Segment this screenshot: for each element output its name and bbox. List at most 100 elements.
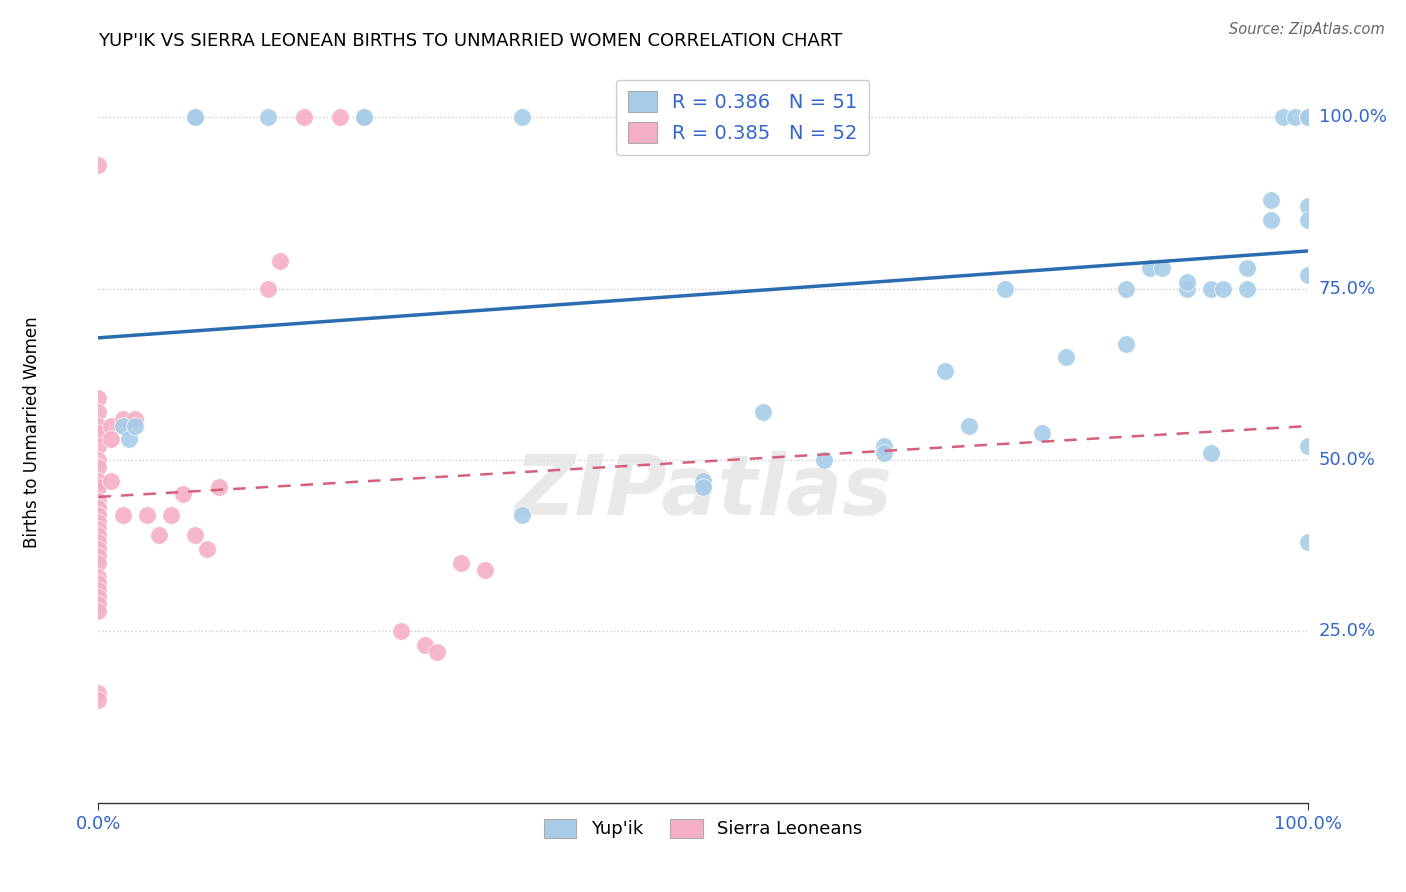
Point [1296, 110, 1319, 124]
Point [87, 528, 110, 542]
Point [256, 282, 278, 296]
Point [1236, 282, 1258, 296]
Point [1175, 275, 1198, 289]
Text: ZIPatlas: ZIPatlas [515, 451, 891, 533]
Point [389, 624, 412, 639]
Point [510, 508, 533, 522]
Point [1296, 199, 1319, 213]
Point [1284, 110, 1306, 124]
Point [118, 433, 141, 447]
Point [692, 474, 714, 488]
Point [87, 542, 110, 557]
Point [1296, 110, 1319, 124]
Point [87, 158, 110, 172]
Point [100, 474, 122, 488]
Point [1296, 110, 1319, 124]
Point [1175, 282, 1198, 296]
Point [87, 569, 110, 583]
Point [752, 405, 775, 419]
Point [1296, 110, 1319, 124]
Point [1296, 110, 1319, 124]
Point [87, 508, 110, 522]
Point [87, 535, 110, 549]
Point [184, 110, 207, 124]
Point [184, 528, 207, 542]
Point [1212, 282, 1234, 296]
Legend: Yup'ik, Sierra Leoneans: Yup'ik, Sierra Leoneans [537, 812, 869, 846]
Point [195, 542, 218, 557]
Point [329, 110, 352, 124]
Point [1296, 110, 1319, 124]
Point [208, 480, 231, 494]
Point [87, 522, 110, 536]
Point [1031, 425, 1053, 440]
Point [426, 645, 449, 659]
Text: 50.0%: 50.0% [1319, 451, 1375, 469]
Point [1272, 110, 1295, 124]
Point [813, 453, 835, 467]
Point [87, 418, 110, 433]
Point [450, 556, 472, 570]
Point [87, 508, 110, 522]
Point [87, 392, 110, 406]
Text: YUP'IK VS SIERRA LEONEAN BIRTHS TO UNMARRIED WOMEN CORRELATION CHART: YUP'IK VS SIERRA LEONEAN BIRTHS TO UNMAR… [98, 32, 842, 50]
Point [87, 501, 110, 516]
Text: 75.0%: 75.0% [1319, 280, 1376, 298]
Point [184, 110, 207, 124]
Point [87, 576, 110, 591]
Point [873, 446, 896, 460]
Point [124, 412, 146, 426]
Point [87, 590, 110, 604]
Point [87, 686, 110, 700]
Point [1296, 439, 1319, 453]
Point [87, 583, 110, 598]
Point [1296, 110, 1319, 124]
Text: 100.0%: 100.0% [1319, 108, 1386, 127]
Point [1296, 110, 1319, 124]
Text: Births to Unmarried Women: Births to Unmarried Women [22, 317, 41, 549]
Point [87, 604, 110, 618]
Point [111, 508, 134, 522]
Point [87, 480, 110, 494]
Point [87, 549, 110, 563]
Text: 25.0%: 25.0% [1319, 623, 1376, 640]
Point [1296, 110, 1319, 124]
Point [1199, 446, 1222, 460]
Point [994, 282, 1017, 296]
Point [692, 480, 714, 494]
Point [1296, 110, 1319, 124]
Point [1296, 535, 1319, 549]
Text: Source: ZipAtlas.com: Source: ZipAtlas.com [1229, 22, 1385, 37]
Point [269, 254, 291, 268]
Point [1236, 261, 1258, 276]
Point [1139, 261, 1161, 276]
Point [1115, 336, 1137, 351]
Point [87, 693, 110, 707]
Point [111, 412, 134, 426]
Point [1260, 213, 1282, 227]
Point [87, 405, 110, 419]
Point [1296, 268, 1319, 282]
Point [87, 474, 110, 488]
Point [413, 638, 436, 652]
Point [148, 528, 170, 542]
Point [111, 418, 134, 433]
Point [160, 508, 183, 522]
Point [1152, 261, 1174, 276]
Point [87, 425, 110, 440]
Point [135, 508, 157, 522]
Point [87, 515, 110, 529]
Point [87, 439, 110, 453]
Point [256, 110, 278, 124]
Point [957, 418, 980, 433]
Point [87, 459, 110, 474]
Point [1115, 282, 1137, 296]
Point [124, 418, 146, 433]
Point [87, 453, 110, 467]
Point [100, 433, 122, 447]
Point [292, 110, 315, 124]
Point [87, 556, 110, 570]
Point [934, 364, 956, 378]
Point [353, 110, 375, 124]
Point [100, 418, 122, 433]
